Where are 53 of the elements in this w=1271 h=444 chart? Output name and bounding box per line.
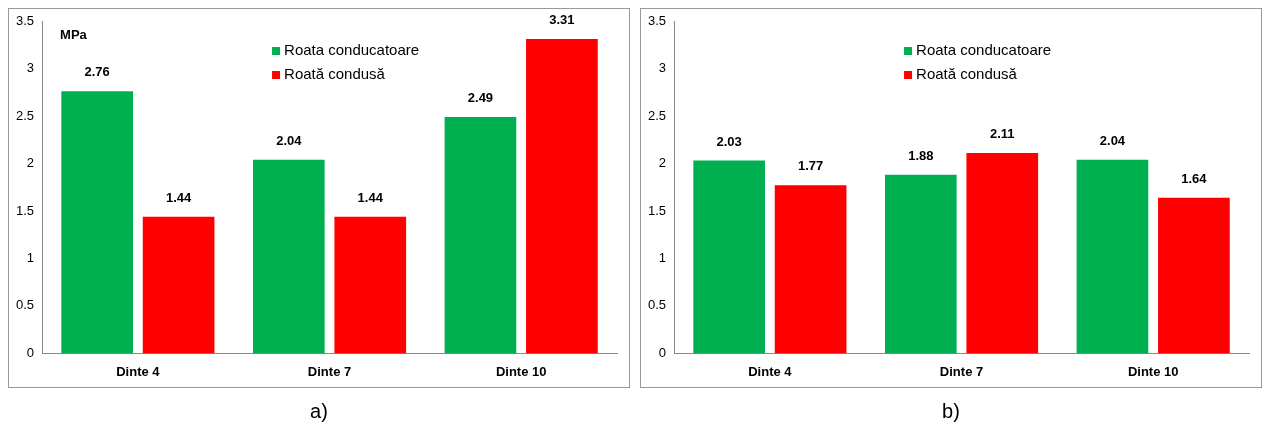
data-label: 1.88	[908, 147, 934, 163]
data-label: 1.44	[165, 189, 193, 205]
y-tick-label: 1	[658, 250, 667, 266]
bar	[334, 216, 407, 354]
bar	[693, 160, 766, 354]
y-tick-label: 2	[658, 155, 667, 171]
x-tick-label: Dinte 7	[939, 363, 984, 379]
legend-label: Roată condusă	[916, 65, 1018, 83]
bar	[252, 159, 325, 354]
y-tick-label: 2.5	[15, 107, 35, 123]
bar	[884, 174, 957, 354]
y-tick-label: 3	[26, 60, 35, 76]
y-tick-label: 2	[26, 155, 35, 171]
y-tick-label: 0	[26, 344, 35, 360]
bar	[142, 216, 215, 354]
data-label: 1.77	[797, 158, 824, 174]
y-tick-label: 1	[26, 250, 35, 266]
bar	[444, 116, 517, 354]
x-tick-label: Dinte 7	[307, 363, 352, 379]
data-label: 2.04	[1099, 132, 1126, 148]
y-tick-label: 0.5	[15, 297, 35, 313]
data-label: 1.44	[357, 189, 384, 205]
data-label: 2.04	[276, 132, 303, 148]
bar	[61, 91, 134, 354]
y-tick-label: 0	[658, 344, 667, 360]
text: b)	[942, 400, 960, 423]
x-tick-label: Dinte 10	[1127, 363, 1179, 379]
y-axis-title: MPa	[60, 27, 88, 43]
y-tick-label: 1.5	[15, 202, 35, 218]
legend-label: Roată condusă	[284, 65, 386, 83]
bar	[526, 39, 598, 354]
x-tick-label: Dinte 4	[116, 363, 161, 379]
y-tick-label: 3.5	[15, 12, 35, 28]
legend-label: Roata conducatoare	[284, 41, 420, 59]
legend-label: Roata conducatoare	[916, 41, 1052, 59]
text: a)	[310, 400, 328, 423]
y-tick-label: 3.5	[647, 12, 667, 28]
data-label: 2.03	[716, 133, 742, 149]
bar	[966, 153, 1039, 354]
y-tick-label: 0.5	[647, 297, 667, 313]
data-label: 2.76	[84, 64, 110, 80]
y-tick-label: 2.5	[647, 107, 667, 123]
data-label: 3.31	[549, 12, 575, 28]
bar	[1158, 197, 1230, 354]
y-tick-label: 3	[658, 60, 667, 76]
bar	[774, 185, 847, 354]
x-tick-label: Dinte 10	[495, 363, 547, 379]
data-label: 2.49	[467, 90, 494, 105]
data-label: 1.64	[1181, 170, 1208, 186]
bar	[1076, 159, 1149, 354]
y-tick-label: 1.5	[647, 202, 667, 218]
x-tick-label: Dinte 4	[748, 363, 793, 379]
data-label: 2.11	[989, 126, 1015, 142]
